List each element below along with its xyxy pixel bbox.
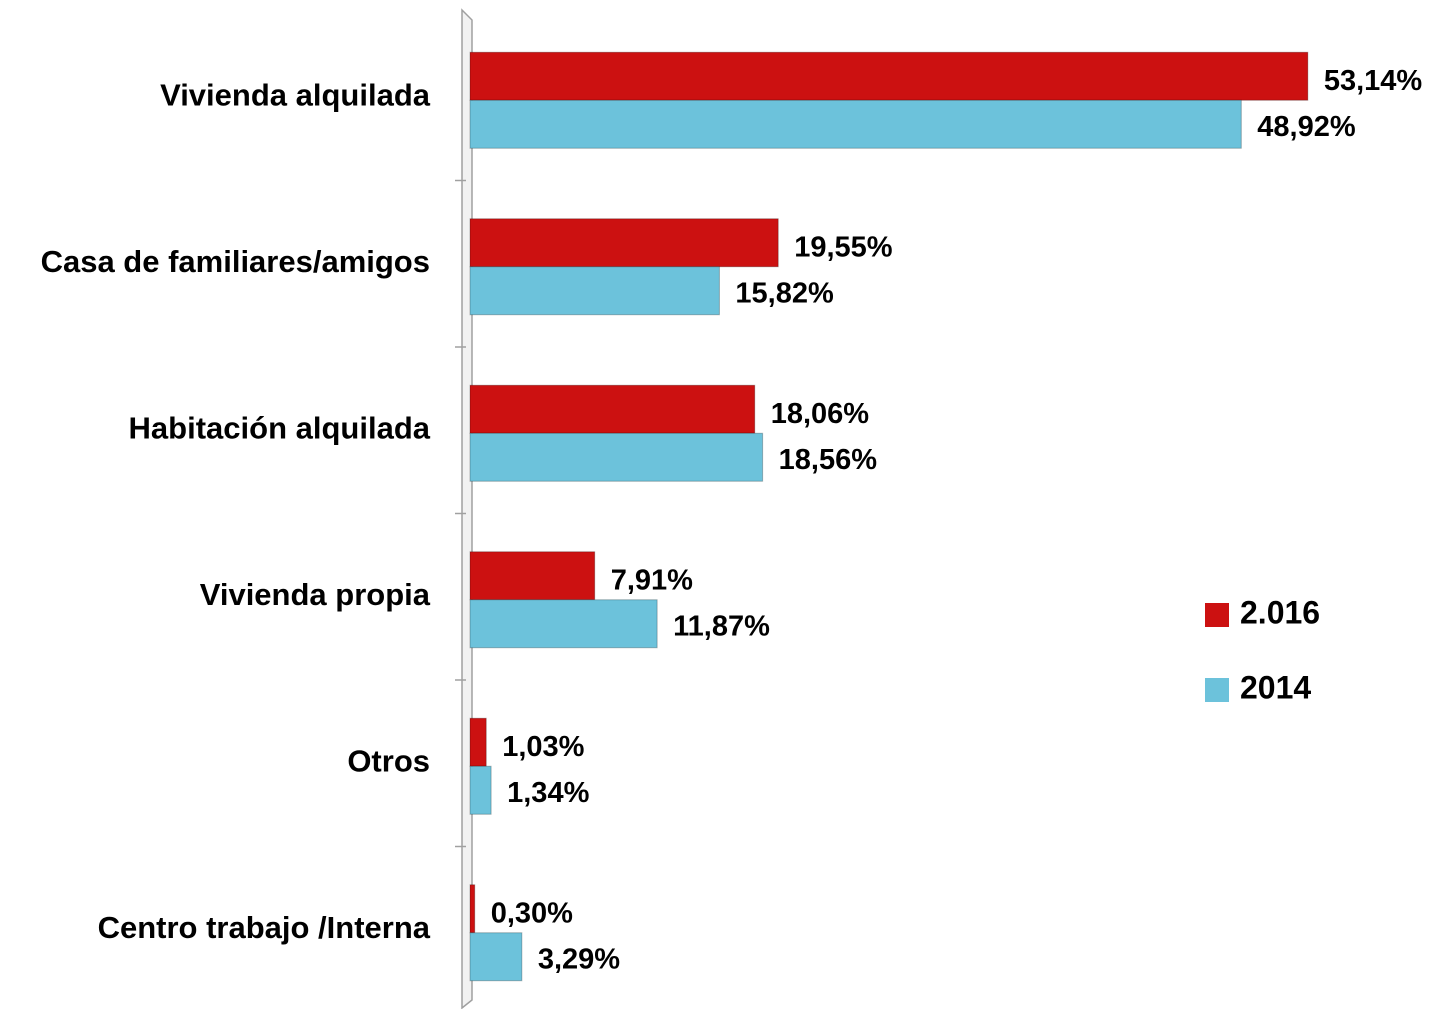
value-label: 18,06% <box>771 398 870 430</box>
value-label: 3,29% <box>538 943 620 975</box>
category-label: Centro trabajo /Interna <box>98 910 431 945</box>
axis-wall <box>461 8 473 1009</box>
bar <box>469 266 720 316</box>
category-label: Casa de familiares/amigos <box>41 244 430 279</box>
bar <box>469 599 658 649</box>
category-label: Habitación alquilada <box>129 410 431 445</box>
bar <box>469 551 596 601</box>
legend-label: 2014 <box>1240 669 1311 705</box>
bar <box>469 932 523 982</box>
value-label: 1,34% <box>507 777 589 809</box>
value-label: 11,87% <box>673 610 770 642</box>
value-label: 53,14% <box>1324 65 1423 97</box>
bar <box>469 384 756 434</box>
value-label: 1,03% <box>502 731 584 763</box>
legend-swatch <box>1205 678 1229 702</box>
category-label: Vivienda alquilada <box>160 77 431 112</box>
bar <box>469 765 492 815</box>
bar <box>469 51 1309 101</box>
value-label: 19,55% <box>794 231 893 263</box>
category-label: Otros <box>347 743 430 778</box>
bar <box>469 99 1242 149</box>
value-label: 7,91% <box>611 564 693 596</box>
legend-label: 2.016 <box>1240 594 1320 630</box>
value-label: 15,82% <box>735 277 834 309</box>
bar <box>469 717 487 767</box>
value-label: 18,56% <box>779 444 878 476</box>
category-label: Vivienda propia <box>200 577 431 612</box>
value-label: 0,30% <box>491 897 573 929</box>
legend-swatch <box>1205 603 1229 627</box>
bar <box>469 218 779 268</box>
bar <box>469 884 476 934</box>
bar <box>469 432 764 482</box>
value-label: 48,92% <box>1257 111 1356 143</box>
